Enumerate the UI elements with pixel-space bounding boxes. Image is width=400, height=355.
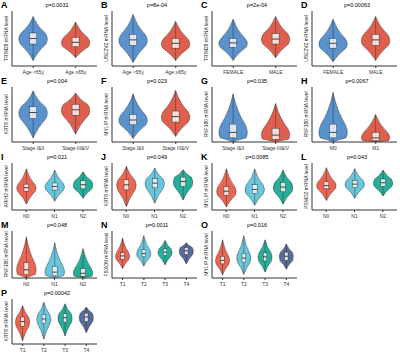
svg-text:T2: T2 — [41, 347, 47, 353]
svg-text:N2: N2 — [280, 213, 287, 219]
svg-text:T3: T3 — [162, 281, 168, 287]
svg-text:T2: T2 — [241, 281, 247, 287]
svg-text:Stage I&II: Stage I&II — [122, 145, 144, 151]
html-text:p=0.035: p=0.035 — [247, 78, 267, 84]
svg-text:UBE2V2 mRNA level: UBE2V2 mRNA level — [103, 15, 109, 62]
html-text:B: B — [101, 0, 108, 10]
html-text:p=0.0067: p=0.0067 — [345, 78, 369, 84]
svg-text:M1: M1 — [372, 145, 379, 151]
svg-text:N2: N2 — [80, 213, 87, 219]
svg-text:T1: T1 — [220, 281, 226, 287]
svg-text:T3: T3 — [262, 281, 268, 287]
svg-text:T3: T3 — [62, 347, 68, 353]
svg-text:N2: N2 — [180, 213, 187, 219]
svg-text:N0: N0 — [23, 213, 30, 219]
svg-text:Stage I&II: Stage I&II — [222, 145, 244, 151]
svg-text:Stage I&II: Stage I&II — [22, 145, 44, 151]
svg-text:Stage III&IV: Stage III&IV — [262, 145, 289, 151]
svg-text:Stage III&IV: Stage III&IV — [162, 145, 189, 151]
html-text:p=0.049: p=0.049 — [147, 154, 167, 160]
svg-text:KRT8 mRNA level: KRT8 mRNA level — [103, 166, 109, 206]
svg-text:Age <65y: Age <65y — [123, 69, 145, 75]
svg-text:MYLIP mRNA level: MYLIP mRNA level — [103, 93, 109, 135]
html-text:p=0.016: p=0.016 — [247, 222, 267, 228]
html-text:A: A — [1, 0, 8, 10]
html-text:p=0.00042: p=0.00042 — [43, 290, 71, 296]
svg-text:MYLIP mRNA level: MYLIP mRNA level — [203, 233, 209, 275]
svg-text:MYLIP mRNA level: MYLIP mRNA level — [203, 165, 209, 207]
html-text:M: M — [1, 220, 9, 230]
svg-text:Age ≥65y: Age ≥65y — [165, 69, 187, 75]
svg-text:RNF180 mRNA level: RNF180 mRNA level — [3, 231, 9, 277]
svg-text:N1: N1 — [51, 281, 58, 287]
html-text:L: L — [301, 152, 307, 162]
html-text:F: F — [101, 76, 107, 86]
svg-text:N0: N0 — [323, 213, 330, 219]
html-text:J: J — [101, 152, 106, 162]
svg-text:RNF180 mRNA level: RNF180 mRNA level — [203, 91, 209, 137]
html-text:D: D — [301, 0, 308, 10]
html-text:C: C — [201, 0, 208, 10]
svg-text:UBE2V2 mRNA level: UBE2V2 mRNA level — [303, 15, 309, 62]
svg-text:T1: T1 — [20, 347, 26, 353]
svg-text:N2: N2 — [80, 281, 87, 287]
svg-text:N0: N0 — [123, 213, 130, 219]
svg-text:N1: N1 — [151, 213, 158, 219]
svg-text:N2: N2 — [380, 213, 387, 219]
svg-text:N0: N0 — [23, 281, 30, 287]
svg-text:Stage III&IV: Stage III&IV — [62, 145, 89, 151]
svg-text:N1: N1 — [351, 213, 358, 219]
html-text:E: E — [1, 76, 7, 86]
svg-text:FEMALE: FEMALE — [323, 69, 344, 75]
html-text:G: G — [201, 76, 208, 86]
svg-text:FEMALE: FEMALE — [223, 69, 244, 75]
svg-text:N1: N1 — [251, 213, 258, 219]
html-text:O: O — [201, 220, 208, 230]
html-text:p=0.048: p=0.048 — [47, 222, 67, 228]
svg-text:KRT8 mRNA level: KRT8 mRNA level — [3, 301, 9, 341]
html-text:p=0.023: p=0.023 — [147, 78, 167, 84]
svg-text:Age ≥65y: Age ≥65y — [65, 69, 87, 75]
html-text:p=0.004: p=0.004 — [47, 78, 67, 84]
html-text:p=0.0031: p=0.0031 — [45, 2, 69, 8]
svg-text:MALE: MALE — [369, 69, 383, 75]
html-text:p=0.021: p=0.021 — [47, 154, 67, 160]
svg-text:T2: T2 — [141, 281, 147, 287]
html-text:p=0.043: p=0.043 — [347, 154, 367, 160]
svg-text:N1: N1 — [51, 213, 58, 219]
html-text:p=0.0011: p=0.0011 — [145, 222, 169, 228]
svg-text:M0: M0 — [330, 145, 337, 151]
html-text:P: P — [1, 288, 7, 298]
svg-text:Age <65y: Age <65y — [23, 69, 45, 75]
html-text:p=0.00063: p=0.00063 — [343, 2, 371, 8]
svg-text:PSMD2 mRNA level: PSMD2 mRNA level — [303, 164, 309, 209]
svg-text:RNF180 mRNA level: RNF180 mRNA level — [303, 91, 309, 137]
svg-text:ARIH2 mRNA level: ARIH2 mRNA level — [3, 165, 9, 207]
svg-text:T1: T1 — [120, 281, 126, 287]
html-text:p=2e-04: p=2e-04 — [246, 2, 268, 8]
svg-text:KRT8 mRNA level: KRT8 mRNA level — [3, 94, 9, 134]
html-text:N: N — [101, 220, 108, 230]
html-text:I: I — [1, 152, 4, 162]
svg-text:T4: T4 — [183, 281, 189, 287]
html-text:p=8e-04: p=8e-04 — [146, 2, 168, 8]
svg-text:N0: N0 — [223, 213, 230, 219]
svg-text:MALE: MALE — [269, 69, 283, 75]
html-text:K: K — [201, 152, 208, 162]
svg-text:T4: T4 — [83, 347, 89, 353]
svg-text:TRIM28 mRNA level: TRIM28 mRNA level — [203, 16, 209, 61]
svg-text:TRIM28 mRNA level: TRIM28 mRNA level — [3, 16, 9, 61]
html-text:p=0.0085: p=0.0085 — [245, 154, 269, 160]
svg-text:T4: T4 — [283, 281, 289, 287]
html-text:H: H — [301, 76, 308, 86]
svg-text:FBXO9 mRNA level: FBXO9 mRNA level — [103, 233, 109, 277]
